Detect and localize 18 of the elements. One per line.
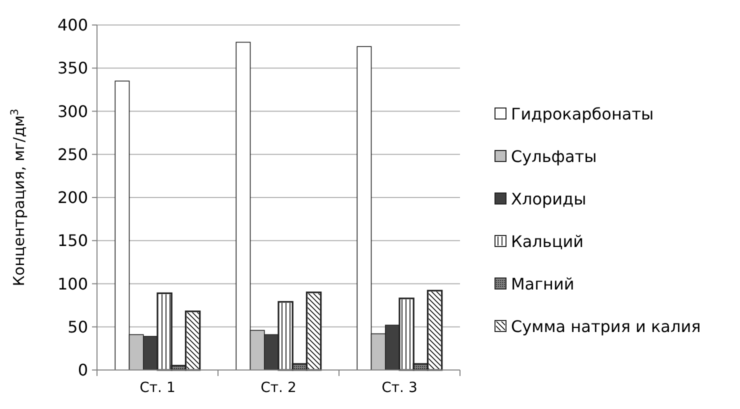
x-tick-label: Ст. 3 xyxy=(382,380,418,396)
legend-label: Сумма натрия и калия xyxy=(511,317,701,336)
y-tick-label: 350 xyxy=(57,58,88,78)
legend-label: Гидрокарбонаты xyxy=(511,104,654,124)
y-tick-label: 250 xyxy=(57,144,88,164)
y-tick-label: 300 xyxy=(57,102,88,121)
x-tick-label: Ст. 2 xyxy=(260,380,296,396)
y-tick-label: 150 xyxy=(57,231,88,250)
y-tick-label: 50 xyxy=(68,317,88,336)
y-tick-label: 200 xyxy=(57,188,88,208)
x-tick-label: Ст. 1 xyxy=(140,380,176,396)
y-tick-label: 0 xyxy=(78,360,88,380)
y-tick-label: 100 xyxy=(57,274,88,294)
legend-label: Кальций xyxy=(511,232,584,252)
legend-label: Магний xyxy=(511,274,574,294)
legend-label: Сульфаты xyxy=(511,147,597,166)
legend-label: Хлориды xyxy=(511,190,586,209)
y-tick-label: 400 xyxy=(57,16,88,35)
